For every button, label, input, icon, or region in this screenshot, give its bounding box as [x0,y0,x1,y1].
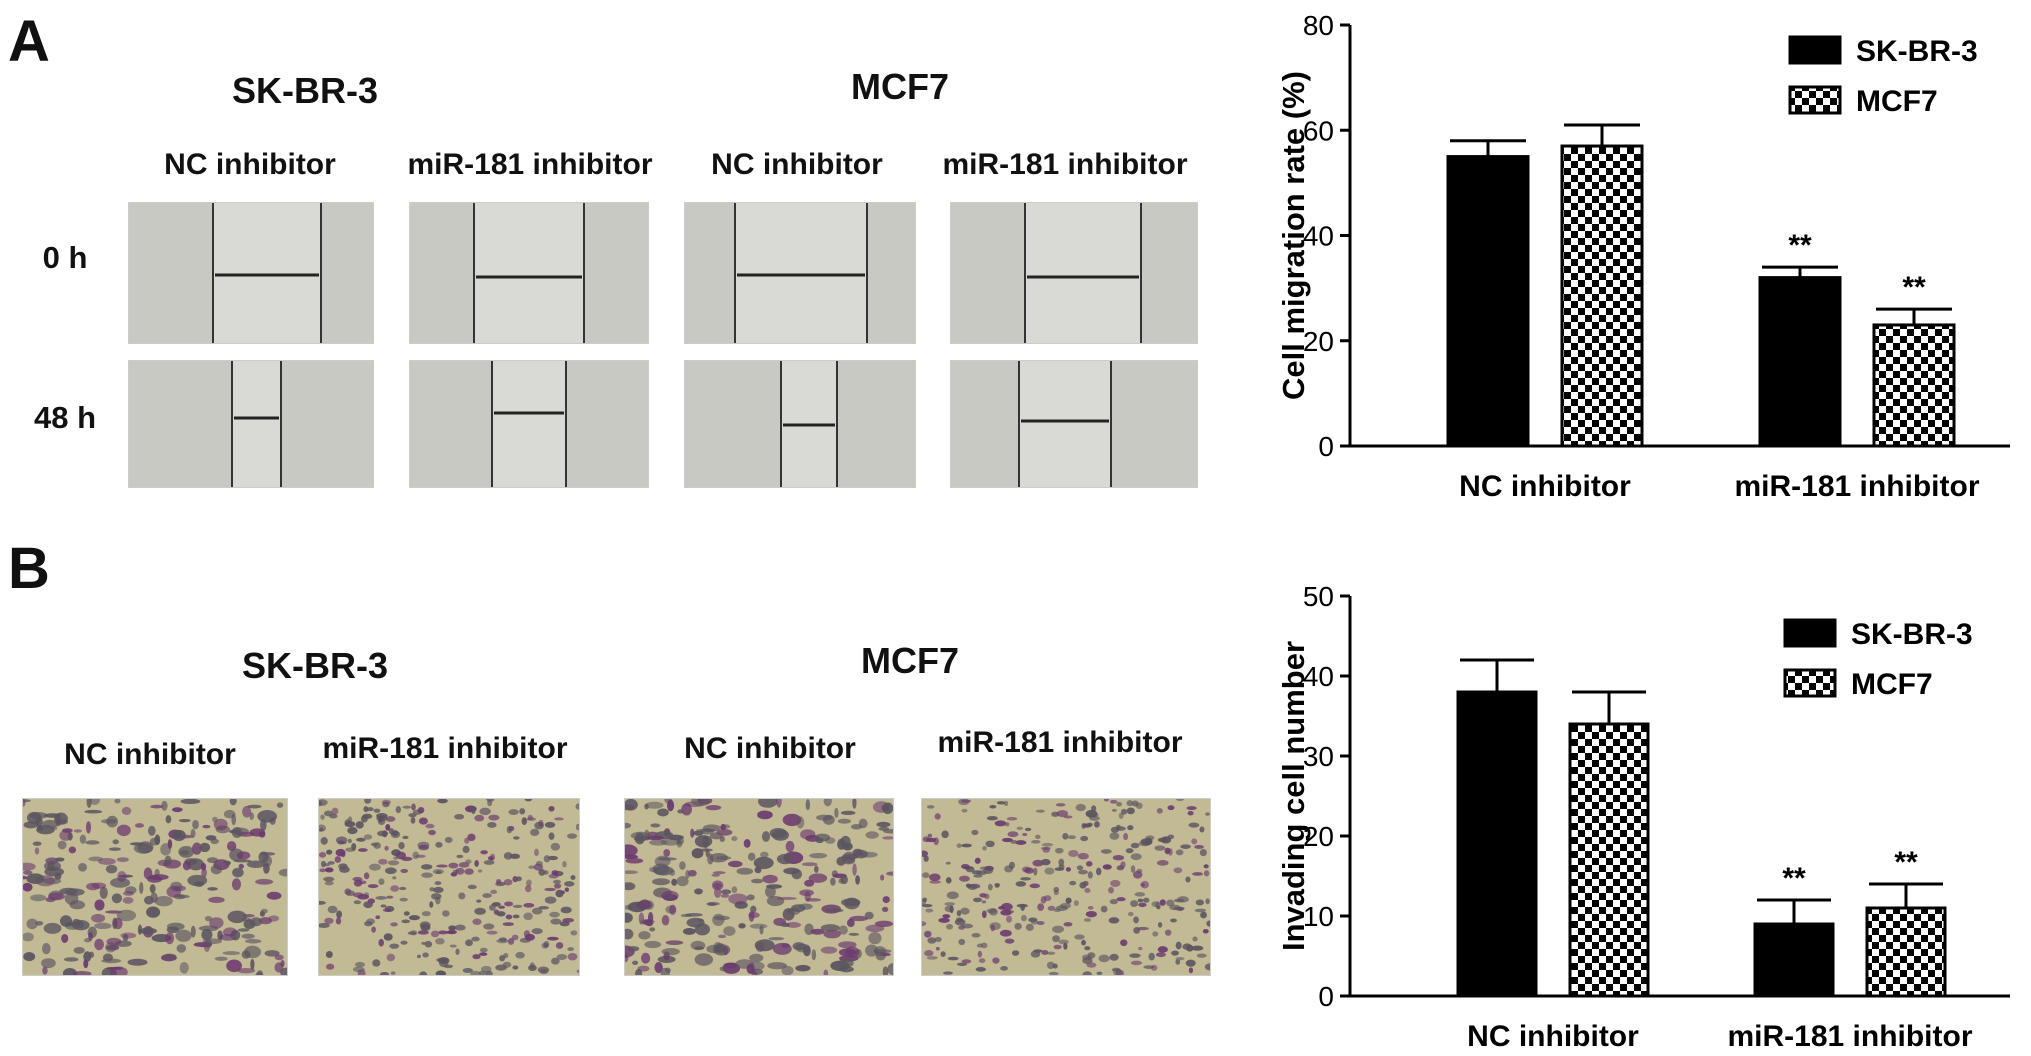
legend-label: SK-BR-3 [1856,35,1978,68]
timepoint-label-0h: 0 h [42,240,88,275]
cell-line-title-mcf7-b: MCF7 [861,640,959,681]
y-tick-label: 60 [1303,115,1334,146]
bar-sk-br-3-1 [1753,922,1835,998]
condition-label-a-1: NC inhibitor [164,148,336,181]
legend-label: SK-BR-3 [1851,618,1973,651]
transwell-image-skbr3-nc [22,798,288,976]
bar-mcf7-0 [1560,144,1644,448]
x-tick-label: NC inhibitor [1459,470,1631,503]
bar-mcf7-1 [1872,323,1956,448]
transwell-image-mcf7-mir181 [921,798,1211,976]
cell-line-title-skbr3-b: SK-BR-3 [241,645,388,686]
wound-image-mcf7-nc-0h [684,202,916,344]
wound-image-mcf7-mir181-0h [950,202,1198,344]
cell-line-title-mcf7-a: MCF7 [851,66,949,107]
legend-swatch [1788,85,1842,115]
y-tick-label: 50 [1303,581,1334,612]
condition-label-a-2: miR-181 inhibitor [407,148,653,181]
significance-marker: ** [1788,229,1812,262]
panel-label-a: A [8,9,50,74]
y-tick-label: 30 [1303,741,1334,772]
y-axis-label: Cell migration rate (%) [1276,71,1311,400]
x-tick-label: miR-181 inhibitor [1727,1020,1972,1053]
legend-swatch [1783,618,1837,648]
legend-swatch [1783,668,1837,698]
y-tick-label: 0 [1318,981,1334,1012]
condition-label-b-1: NC inhibitor [64,738,236,771]
y-tick-label: 80 [1303,10,1334,41]
bar-sk-br-3-1 [1758,276,1842,448]
condition-label-b-3: NC inhibitor [684,732,856,765]
legend-swatch [1788,35,1842,65]
wound-image-skbr3-mir181-48h [409,360,649,488]
x-tick-label: NC inhibitor [1467,1020,1639,1053]
wound-image-skbr3-nc-48h [128,360,374,488]
cell-line-title-skbr3-a: SK-BR-3 [231,70,378,111]
condition-label-b-4: miR-181 inhibitor [937,726,1183,759]
bar-mcf7-0 [1568,722,1650,998]
y-tick-label: 20 [1303,821,1334,852]
y-axis-label: Invading cell number [1276,641,1311,951]
bar-sk-br-3-0 [1456,690,1538,998]
y-tick-label: 10 [1303,901,1334,932]
y-tick-label: 40 [1303,661,1334,692]
bar-mcf7-1 [1865,906,1947,998]
condition-label-b-2: miR-181 inhibitor [322,732,568,765]
legend-label: MCF7 [1851,668,1933,701]
wound-image-mcf7-nc-48h [684,360,916,488]
significance-marker: ** [1902,271,1926,304]
migration-rate-chart: 0 20 40 60 80 Cell migration rate (%) NC inhib… [1276,10,2010,503]
transwell-image-mcf7-nc [624,798,894,976]
bar-sk-br-3-0 [1446,155,1530,448]
panel-label-b: B [8,536,50,601]
y-tick-label: 20 [1303,326,1334,357]
y-tick-label: 0 [1318,431,1334,462]
wound-image-skbr3-nc-0h [128,202,374,344]
transwell-image-skbr3-mir181 [318,798,580,976]
wound-image-mcf7-mir181-48h [950,360,1198,488]
significance-marker: ** [1782,862,1806,895]
x-tick-label: miR-181 inhibitor [1734,470,1979,503]
significance-marker: ** [1894,846,1918,879]
y-tick-label: 40 [1303,221,1334,252]
condition-label-a-3: NC inhibitor [711,148,883,181]
timepoint-label-48h: 48 h [33,400,97,435]
wound-image-skbr3-mir181-0h [409,202,649,344]
legend-label: MCF7 [1856,85,1938,118]
invading-cell-chart: 0 10 20 30 40 50 Invading cell number NC inhibi… [1276,581,2010,1053]
condition-label-a-4: miR-181 inhibitor [942,148,1188,181]
